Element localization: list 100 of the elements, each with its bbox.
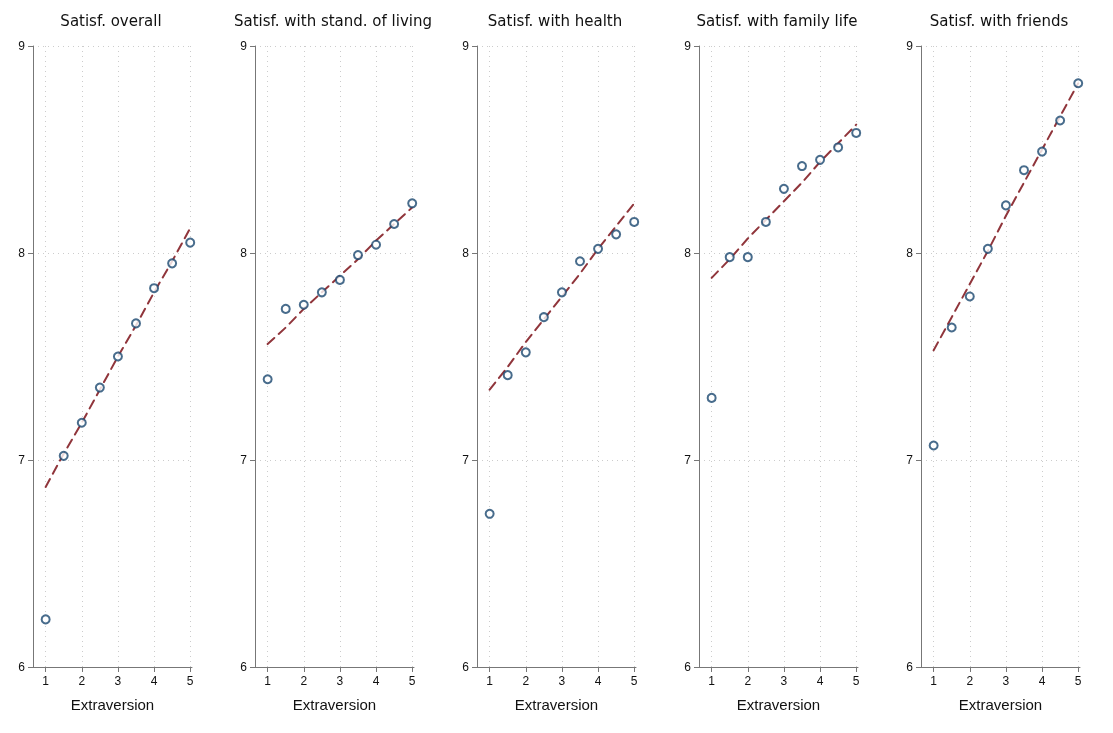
point bbox=[833, 142, 844, 153]
x-tick-label: 4 bbox=[594, 674, 602, 688]
point bbox=[298, 299, 309, 310]
y-tick-label: 8 bbox=[906, 246, 914, 260]
point bbox=[185, 237, 196, 248]
point bbox=[94, 382, 105, 393]
y-tick-label: 6 bbox=[906, 660, 914, 674]
point bbox=[1037, 146, 1048, 157]
point bbox=[964, 291, 975, 302]
x-tick-label: 2 bbox=[300, 674, 308, 688]
point bbox=[556, 287, 567, 298]
x-tick-label: 5 bbox=[1074, 674, 1082, 688]
y-tick-label: 9 bbox=[240, 39, 248, 53]
x-tick-label: 3 bbox=[1002, 674, 1010, 688]
chart-title: Satisf. with family life bbox=[696, 11, 858, 30]
x-tick-label: 2 bbox=[744, 674, 752, 688]
y-tick-label: 8 bbox=[684, 246, 692, 260]
x-tick-label: 2 bbox=[966, 674, 974, 688]
point bbox=[538, 312, 549, 323]
x-tick-label: 3 bbox=[114, 674, 122, 688]
line-series bbox=[710, 123, 858, 279]
point bbox=[262, 374, 273, 385]
point bbox=[928, 440, 939, 451]
point bbox=[1055, 115, 1066, 126]
point bbox=[316, 287, 327, 298]
x-axis-title: Extraversion bbox=[292, 696, 377, 713]
x-axis-title: Extraversion bbox=[70, 696, 155, 713]
point bbox=[371, 239, 382, 250]
point bbox=[815, 154, 826, 165]
point bbox=[1000, 200, 1011, 211]
point bbox=[797, 161, 807, 172]
x-tick-label: 3 bbox=[336, 674, 344, 688]
y-tick-label: 9 bbox=[684, 39, 692, 53]
x-tick-label: 2 bbox=[522, 674, 530, 688]
y-tick-label: 8 bbox=[462, 246, 470, 260]
point bbox=[520, 347, 531, 358]
point bbox=[1019, 165, 1029, 176]
point bbox=[593, 243, 604, 254]
x-tick-label: 5 bbox=[630, 674, 638, 688]
point bbox=[484, 508, 495, 519]
x-tick-label: 4 bbox=[1038, 674, 1046, 688]
point bbox=[760, 216, 771, 227]
x-axis-title: Extraversion bbox=[736, 696, 821, 713]
point bbox=[280, 303, 291, 314]
line-series bbox=[44, 227, 192, 488]
x-tick-label: 1 bbox=[708, 674, 716, 688]
y-tick-label: 7 bbox=[240, 453, 248, 467]
y-tick-label: 7 bbox=[18, 453, 26, 467]
point bbox=[706, 392, 717, 403]
x-tick-label: 5 bbox=[852, 674, 860, 688]
y-tick-label: 6 bbox=[462, 660, 470, 674]
x-tick-label: 4 bbox=[816, 674, 824, 688]
point bbox=[629, 216, 640, 227]
point bbox=[946, 322, 957, 333]
y-tick-label: 6 bbox=[18, 660, 26, 674]
x-tick-label: 1 bbox=[264, 674, 272, 688]
y-tick-label: 7 bbox=[462, 453, 470, 467]
y-tick-label: 7 bbox=[684, 453, 692, 467]
x-tick-label: 5 bbox=[186, 674, 194, 688]
y-tick-label: 6 bbox=[684, 660, 692, 674]
chart-title: Satisf. with friends bbox=[929, 11, 1069, 30]
chart-title: Satisf. overall bbox=[60, 11, 162, 30]
x-tick-label: 3 bbox=[780, 674, 788, 688]
point bbox=[742, 252, 753, 263]
x-tick-label: 2 bbox=[78, 674, 86, 688]
point bbox=[353, 250, 363, 261]
point bbox=[851, 127, 862, 138]
x-tick-label: 4 bbox=[372, 674, 380, 688]
y-tick-label: 8 bbox=[240, 246, 248, 260]
point bbox=[407, 198, 418, 209]
x-tick-label: 1 bbox=[486, 674, 494, 688]
point bbox=[778, 183, 789, 194]
line-series bbox=[488, 202, 636, 391]
point bbox=[76, 417, 87, 428]
point bbox=[149, 283, 160, 294]
y-tick-label: 8 bbox=[18, 246, 26, 260]
point bbox=[58, 450, 69, 461]
x-tick-label: 1 bbox=[930, 674, 938, 688]
chart-title: Satisf. with stand. of living bbox=[234, 11, 432, 30]
y-tick-label: 9 bbox=[906, 39, 914, 53]
x-axis-title: Extraversion bbox=[514, 696, 599, 713]
point bbox=[575, 256, 585, 267]
point bbox=[1073, 78, 1084, 89]
y-tick-label: 7 bbox=[906, 453, 914, 467]
x-axis-title: Extraversion bbox=[958, 696, 1043, 713]
point bbox=[112, 351, 123, 362]
point bbox=[40, 614, 51, 625]
x-tick-label: 5 bbox=[408, 674, 416, 688]
point bbox=[334, 274, 345, 285]
y-tick-label: 9 bbox=[18, 39, 26, 53]
point bbox=[611, 229, 622, 240]
point bbox=[982, 243, 993, 254]
point bbox=[502, 370, 513, 381]
x-tick-label: 3 bbox=[558, 674, 566, 688]
point bbox=[389, 219, 400, 230]
chart-title: Satisf. with health bbox=[487, 11, 623, 30]
x-tick-label: 4 bbox=[150, 674, 158, 688]
point bbox=[131, 318, 141, 329]
y-tick-label: 9 bbox=[462, 39, 470, 53]
point bbox=[724, 252, 735, 263]
